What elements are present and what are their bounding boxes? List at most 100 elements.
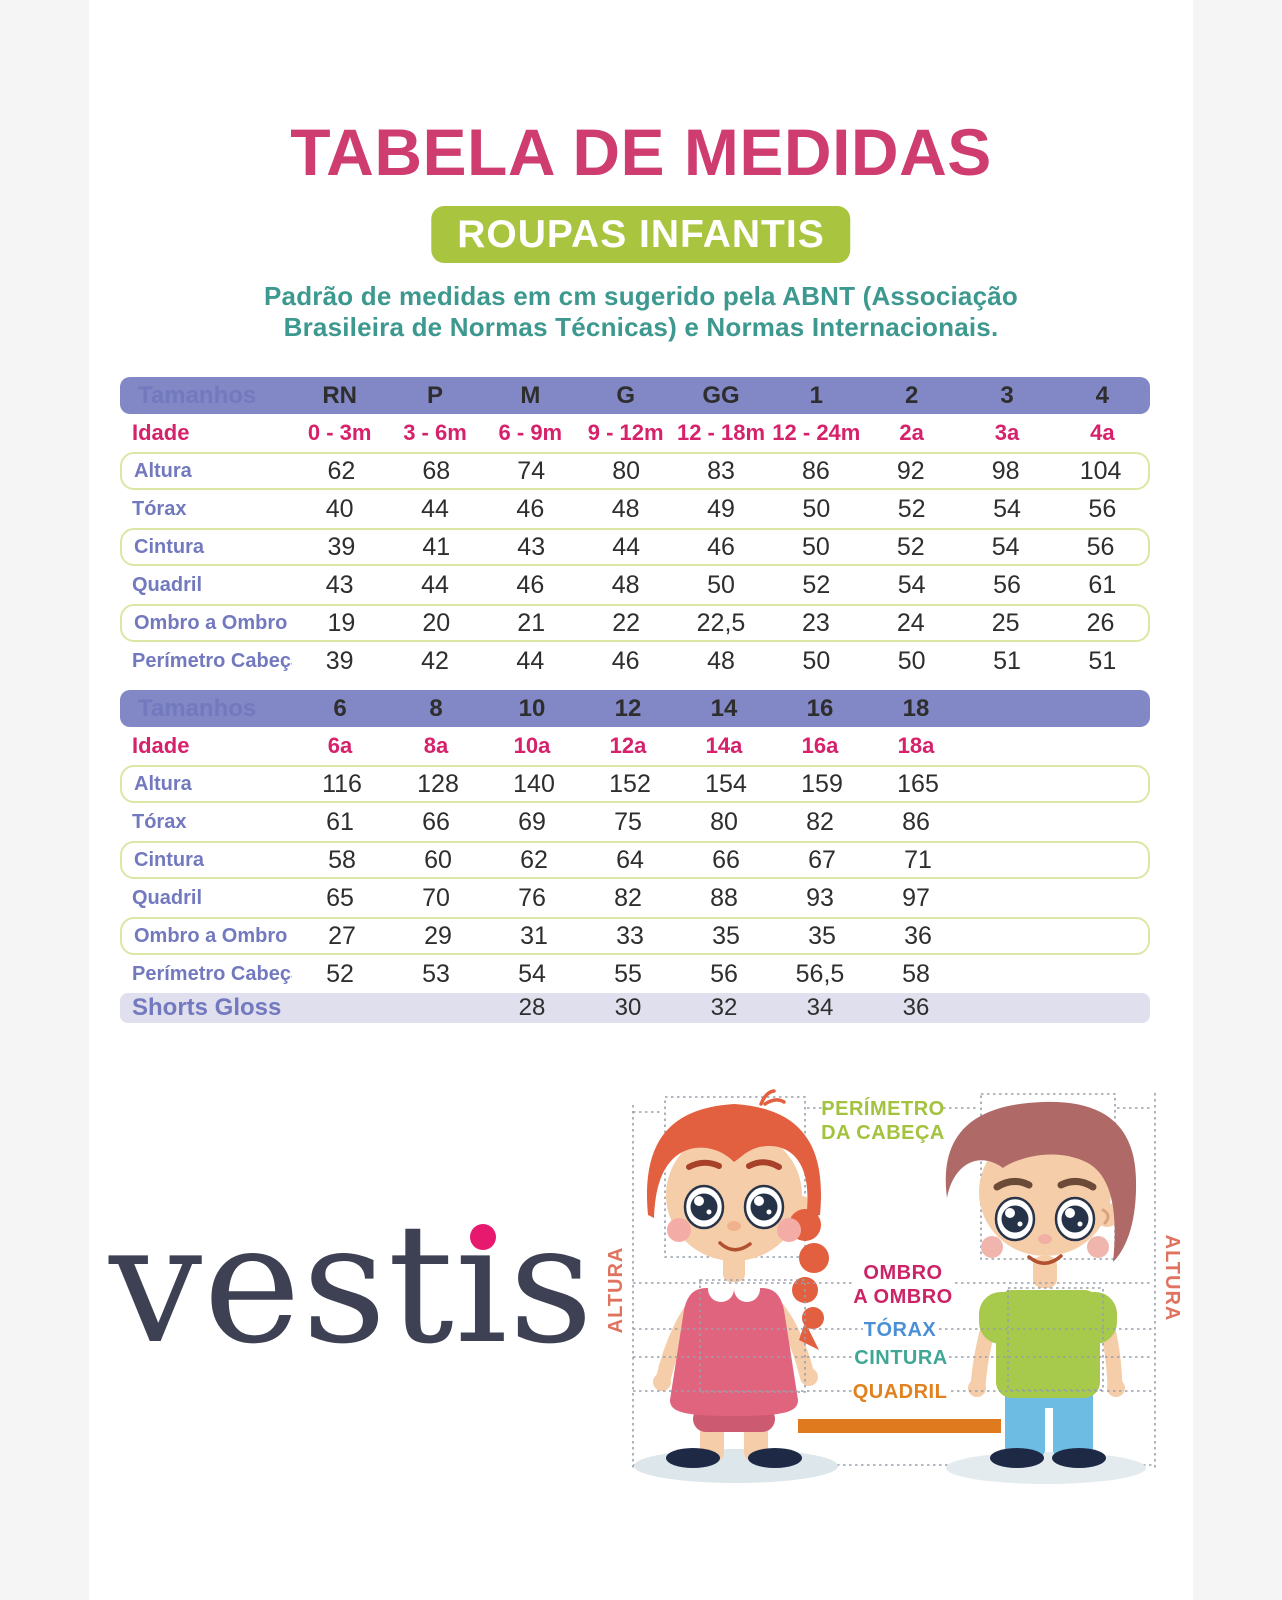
girl-eyebrow: [746, 1159, 782, 1170]
cell: 48: [611, 494, 640, 523]
column-header: 1: [809, 381, 823, 409]
cell: 50: [707, 570, 735, 599]
girl-collar: [708, 1278, 760, 1288]
boy-hair: [945, 1101, 1137, 1262]
table2-row-perimetro: Perímetro Cabeça 52 53 54 55 56 56,5 58: [120, 955, 1150, 993]
boy-pants-leg: [1053, 1395, 1093, 1457]
cell: 2a: [899, 420, 924, 445]
girl-hand: [800, 1368, 818, 1386]
column-header: 3: [1000, 381, 1014, 409]
cell: 66: [712, 845, 740, 874]
table1-row-altura: Altura 62 68 74 80 83 86 92 98 104: [120, 452, 1150, 490]
girl-illustration: [647, 1089, 829, 1468]
table2-row-shorts-gloss: Shorts Gloss 28 30 32 34 36: [120, 993, 1150, 1023]
row-label: Idade: [132, 420, 190, 445]
table2-row-altura: Altura 116 128 140 152 154 159 165: [120, 765, 1150, 803]
cell: 88: [710, 883, 738, 912]
boy-illustration: [945, 1101, 1137, 1468]
row-label: Quadril: [132, 573, 203, 596]
girl-eyebrow: [686, 1159, 722, 1170]
cell: 69: [518, 807, 546, 836]
girl-eye: [743, 1184, 785, 1230]
cell: 128: [417, 769, 459, 798]
cell: 10a: [513, 733, 551, 758]
row-label: Altura: [134, 772, 192, 795]
cell: 24: [896, 608, 925, 637]
cell: 54: [991, 532, 1020, 561]
girl-hair-sprig: [759, 1089, 786, 1106]
cell: 159: [801, 769, 843, 798]
cell: 3a: [994, 420, 1020, 445]
cell: 92: [896, 456, 925, 485]
girl-eye: [683, 1184, 725, 1230]
row-label: Ombro a Ombro: [134, 924, 288, 947]
table1-header-row: Tamanhos RN P M G GG 1 2 3 4: [120, 377, 1150, 414]
cell: 21: [517, 608, 546, 637]
cell: 86: [902, 807, 930, 836]
cell: 8a: [423, 733, 449, 758]
table1-row-torax: Tórax 40 44 46 48 49 50 52 54 56: [120, 490, 1150, 528]
girl-torso-box: [699, 1279, 806, 1393]
boy-torso-box: [1007, 1287, 1104, 1391]
boy-ear-detail: [1101, 1208, 1110, 1225]
boy-eye: [1054, 1196, 1096, 1242]
cell: 19: [327, 608, 356, 637]
label-perimetro-cabeca-2: DA CABEÇA: [821, 1122, 945, 1144]
column-header: 10: [518, 694, 546, 722]
cell: 67: [808, 845, 836, 874]
table1-row-perimetro: Perímetro Cabeça 39 42 44 46 48 50 50 51…: [120, 642, 1150, 680]
cell: 50: [801, 532, 830, 561]
dashed-guides-front: [633, 1279, 1153, 1393]
girl-hand: [653, 1373, 671, 1391]
cell: 12 - 24m: [772, 420, 861, 445]
table2-idade-row: Idade 6a 8a 10a 12a 14a 16a 18a: [120, 727, 1150, 765]
column-header: GG: [702, 381, 740, 409]
label-cintura: CINTURA: [854, 1347, 948, 1369]
cell: 52: [326, 959, 354, 988]
cell: 50: [802, 494, 831, 523]
size-table-kids: Tamanhos 6 8 10 12 14 16 18 Idade 6a 8a …: [120, 690, 1150, 1023]
description-line-2: Brasileira de Normas Técnicas) e Normas …: [283, 312, 999, 342]
table2-row-ombro: Ombro a Ombro 27 29 31 33 35 35 36: [120, 917, 1150, 955]
cell: 52: [896, 532, 925, 561]
column-header: 2: [904, 381, 919, 409]
boy-eyebrow: [993, 1178, 1033, 1191]
row-label: Altura: [134, 459, 192, 482]
column-header: M: [520, 381, 541, 409]
cell: 18a: [897, 733, 935, 758]
boy-shoe: [990, 1448, 1044, 1468]
column-header: 12: [614, 694, 642, 722]
cell: 52: [897, 494, 926, 523]
cell: 53: [422, 959, 450, 988]
cell: 31: [520, 921, 548, 950]
column-header: P: [426, 381, 443, 409]
cell: 61: [326, 807, 354, 836]
cell: 35: [712, 921, 740, 950]
cell: 76: [518, 883, 546, 912]
cell: 39: [325, 646, 354, 675]
cell: 3 - 6m: [403, 420, 467, 445]
cell: 48: [707, 646, 735, 675]
logo-text-start: vest: [109, 1188, 455, 1380]
cell: 62: [520, 845, 548, 874]
cell: 14a: [705, 733, 743, 758]
cell: 43: [517, 532, 546, 561]
column-header: G: [616, 381, 635, 409]
label-altura-left: ALTURA: [605, 1247, 627, 1334]
cell: 39: [327, 532, 356, 561]
table1-header-label: Tamanhos: [138, 381, 257, 409]
boy-pants-leg: [1005, 1395, 1045, 1457]
girl-nose: [727, 1221, 741, 1231]
cell: 56: [710, 959, 738, 988]
cell: 74: [517, 456, 546, 485]
girl-mouth: [718, 1241, 752, 1252]
label-torax: TÓRAX: [864, 1317, 937, 1341]
cell: 16a: [801, 733, 839, 758]
cell: 12a: [609, 733, 647, 758]
cell: 50: [897, 646, 926, 675]
cell: 56: [993, 570, 1021, 599]
cell: 98: [991, 456, 1020, 485]
cell: 6a: [327, 733, 353, 758]
boy-blush: [1087, 1236, 1109, 1258]
